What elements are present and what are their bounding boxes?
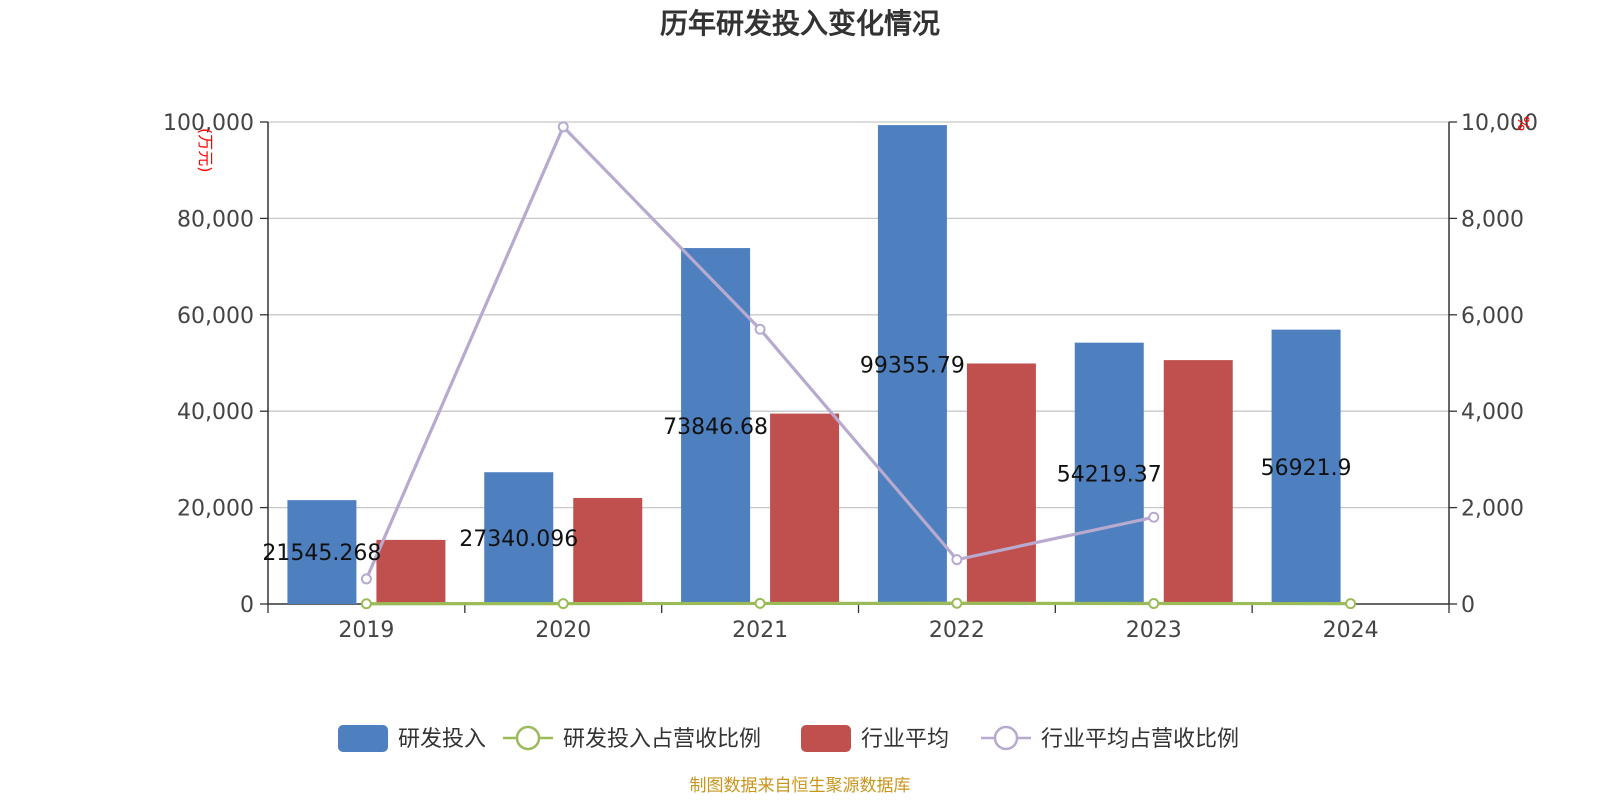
source-note: 制图数据来自恒生聚源数据库 [690, 776, 911, 796]
right-tick-label: 0 [1461, 593, 1475, 618]
line-point [951, 554, 963, 566]
legend-item[interactable]: 行业平均 [801, 725, 949, 752]
bar-rd-investment [1074, 342, 1144, 604]
legend-label: 研发投入 [398, 727, 486, 752]
line-point [754, 597, 766, 609]
bar-rd-investment [1271, 329, 1341, 604]
line-point [557, 121, 569, 133]
bar-rd-investment [877, 125, 947, 604]
legend-label: 研发投入占营收比例 [563, 727, 761, 752]
right-tick-label: 6,000 [1461, 304, 1524, 329]
bars [287, 125, 1341, 604]
bar-industry-average [770, 413, 840, 604]
legend-swatch [338, 725, 388, 752]
legend[interactable]: 研发投入 研发投入占营收比例 行业平均 行业平均占营收比例 [338, 725, 1239, 752]
bar-data-label: 21545.268 [262, 541, 381, 566]
legend-label: 行业平均占营收比例 [1041, 727, 1239, 752]
right-tick-label: 8,000 [1461, 207, 1524, 232]
legend-item[interactable]: 研发投入 [338, 725, 486, 752]
bar-data-label: 54219.37 [1057, 462, 1162, 487]
x-tick-label: 2019 [338, 618, 394, 643]
right-tick-label: 4,000 [1461, 400, 1524, 425]
bar-industry-average [573, 497, 643, 604]
line-point [1148, 511, 1160, 523]
lines [360, 121, 1357, 610]
legend-marker [515, 725, 541, 751]
bar-data-label: 99355.79 [860, 354, 965, 379]
bar-rd-investment [287, 500, 357, 604]
bar-data-label: 56921.9 [1261, 456, 1352, 481]
left-tick-label: 0 [240, 593, 254, 618]
left-tick-label: 80,000 [177, 207, 254, 232]
legend-item[interactable]: 研发投入占营收比例 [503, 725, 761, 752]
left-tick-label: 60,000 [177, 304, 254, 329]
right-tick-label: 10,000 [1461, 111, 1538, 136]
legend-swatch [801, 725, 851, 752]
chart-title: 历年研发投入变化情况 [660, 7, 940, 40]
line-point [557, 598, 569, 610]
bar-industry-average [966, 363, 1036, 604]
line-point [754, 323, 766, 335]
x-tick-label: 2024 [1323, 618, 1379, 643]
right-tick-label: 2,000 [1461, 497, 1524, 522]
line-point [1345, 598, 1357, 610]
line-point [360, 573, 372, 585]
bar-data-label: 27340.096 [459, 527, 578, 552]
x-tick-label: 2023 [1126, 618, 1182, 643]
x-tick-label: 2021 [732, 618, 788, 643]
axes: 0 20,000 40,000 60,000 80,000 100,000 0 2,000 4,… [163, 111, 1538, 643]
bar-industry-average [376, 539, 446, 604]
left-tick-label: 20,000 [177, 497, 254, 522]
left-tick-label: 100,000 [163, 111, 254, 136]
x-tick-label: 2022 [929, 618, 985, 643]
data-labels: 21545.268 27340.096 73846.68 99355.79 54219.… [262, 354, 1351, 567]
line-point [360, 598, 372, 610]
line-point [951, 597, 963, 609]
grid [268, 121, 1449, 509]
line-point [1148, 598, 1160, 610]
legend-item[interactable]: 行业平均占营收比例 [981, 725, 1239, 752]
legend-label: 行业平均 [861, 727, 949, 752]
left-axis-unit: (万元) [196, 128, 215, 173]
bar-industry-average [1163, 360, 1233, 604]
right-axis-unit: % [1514, 116, 1533, 131]
bar-data-label: 73846.68 [663, 415, 768, 440]
bar-rd-investment [484, 472, 554, 604]
x-tick-label: 2020 [535, 618, 591, 643]
legend-marker [993, 725, 1019, 751]
left-tick-label: 40,000 [177, 400, 254, 425]
